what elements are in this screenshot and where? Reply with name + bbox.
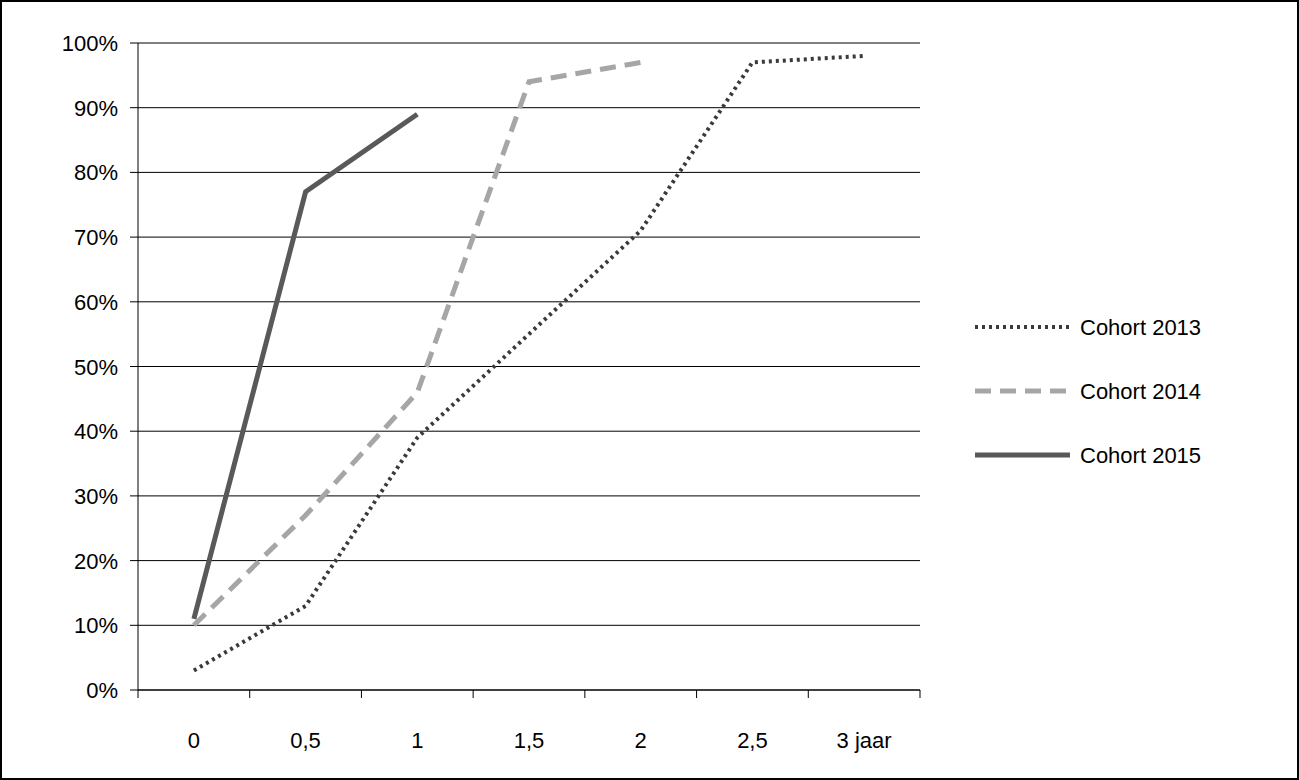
y-tick	[130, 560, 138, 561]
x-tick-label: 0,5	[290, 728, 321, 753]
series-group	[194, 56, 864, 671]
legend-label: Cohort 2015	[1080, 443, 1201, 468]
series-line	[194, 62, 641, 625]
x-tick	[361, 690, 362, 698]
y-tick-label: 10%	[74, 613, 118, 638]
chart-border	[1, 1, 1298, 779]
chart: 0% 10% 20% 30% 40% 50% 60% 70% 80% 90% 100% 0 0,5 1 1,…	[0, 0, 1299, 780]
y-tick-label: 70%	[74, 225, 118, 250]
grid-line	[138, 560, 920, 561]
y-tick	[130, 366, 138, 367]
x-tick	[696, 690, 697, 698]
y-tick	[130, 690, 138, 691]
y-tick-label: 40%	[74, 419, 118, 444]
legend-label: Cohort 2013	[1080, 315, 1201, 340]
x-tick-label: 0	[188, 728, 200, 753]
x-tick	[473, 690, 474, 698]
grid-line	[138, 301, 920, 302]
grid-line	[138, 690, 920, 691]
y-tick-label: 60%	[74, 290, 118, 315]
x-tick-label: 1,5	[514, 728, 545, 753]
x-tick	[808, 690, 809, 698]
grid-line	[138, 172, 920, 173]
y-tick-label: 80%	[74, 160, 118, 185]
grid-line	[138, 366, 920, 367]
y-tick	[130, 237, 138, 238]
y-tick-label: 0%	[86, 678, 118, 703]
legend-swatch	[975, 325, 1070, 329]
legend-label: Cohort 2014	[1080, 379, 1201, 404]
y-tick	[130, 431, 138, 432]
y-tick-label: 20%	[74, 549, 118, 574]
grid-line	[138, 495, 920, 496]
grid-line	[138, 625, 920, 626]
x-tick	[920, 690, 921, 698]
x-tick-label: 2	[635, 728, 647, 753]
x-axis	[138, 690, 920, 691]
x-tick-label: 3 jaar	[837, 728, 892, 753]
grid-line	[138, 107, 920, 108]
x-tick-label: 1	[411, 728, 423, 753]
y-tick-label: 50%	[74, 355, 118, 380]
x-tick	[138, 690, 139, 698]
series-line	[194, 114, 417, 619]
legend-swatch	[975, 389, 1070, 394]
y-tick	[130, 172, 138, 173]
x-tick-label: 2,5	[737, 728, 768, 753]
grid-line	[138, 431, 920, 432]
y-tick	[130, 625, 138, 626]
x-tick	[584, 690, 585, 698]
y-tick	[130, 43, 138, 44]
y-tick-label: 30%	[74, 484, 118, 509]
grid-line	[138, 43, 920, 44]
series-line	[194, 56, 864, 671]
y-axis	[138, 43, 139, 690]
y-tick	[130, 495, 138, 496]
y-tick	[130, 107, 138, 108]
y-tick	[130, 301, 138, 302]
legend-swatch	[975, 453, 1070, 458]
grid-line	[138, 237, 920, 238]
x-tick	[249, 690, 250, 698]
y-tick-label: 90%	[74, 96, 118, 121]
y-tick-label: 100%	[62, 31, 118, 56]
